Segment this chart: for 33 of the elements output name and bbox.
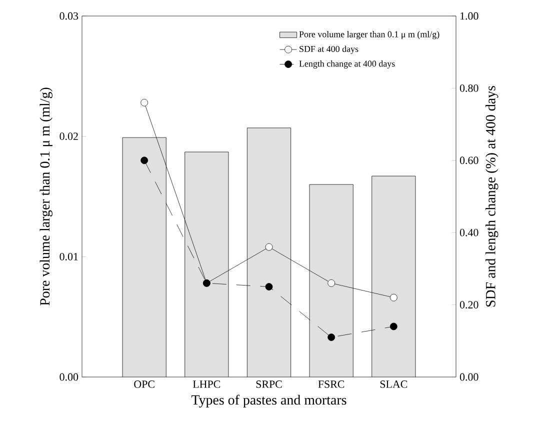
- bar: [122, 138, 166, 377]
- x-tick-label: SLAC: [380, 380, 408, 388]
- y2-tick-label: 0.80: [460, 84, 478, 92]
- y2-tick-label: 0.00: [460, 373, 478, 381]
- y-axis-title: Pore volume larger than 0.1 μ m (ml/g): [40, 88, 52, 306]
- point: [265, 283, 273, 290]
- x-tick-label: OPC: [134, 380, 154, 388]
- y-tick-label: 0.01: [60, 252, 78, 260]
- y2-tick-label: 0.20: [460, 301, 478, 309]
- point: [328, 279, 336, 287]
- bar: [310, 184, 354, 377]
- x-tick-label: SRPC: [256, 380, 282, 388]
- x-axis-title: Types of pastes and mortars: [191, 394, 346, 408]
- bar: [372, 176, 416, 377]
- point: [265, 243, 273, 251]
- point: [328, 334, 336, 341]
- point: [140, 156, 148, 164]
- y-tick-label: 0.00: [60, 373, 78, 381]
- bar: [247, 128, 291, 377]
- y2-tick-label: 0.40: [460, 228, 478, 236]
- y-tick-label: 0.03: [60, 12, 78, 20]
- y2-axis-title: SDF and length change (%) at 400 days: [486, 86, 498, 307]
- legend-label: Length change at 400 days: [299, 60, 395, 69]
- legend-label: Pore volume larger than 0.1 μ m (ml/g): [299, 31, 440, 40]
- point: [390, 322, 398, 330]
- y-tick-label: 0.02: [60, 132, 78, 140]
- point: [390, 294, 398, 302]
- y2-tick-label: 1.00: [460, 12, 478, 20]
- x-tick-label: FSRC: [318, 380, 344, 388]
- legend-label: SDF at 400 days: [300, 46, 358, 54]
- bar: [184, 152, 228, 377]
- y2-tick-label: 0.60: [460, 156, 478, 164]
- x-tick-label: LHPC: [192, 380, 220, 388]
